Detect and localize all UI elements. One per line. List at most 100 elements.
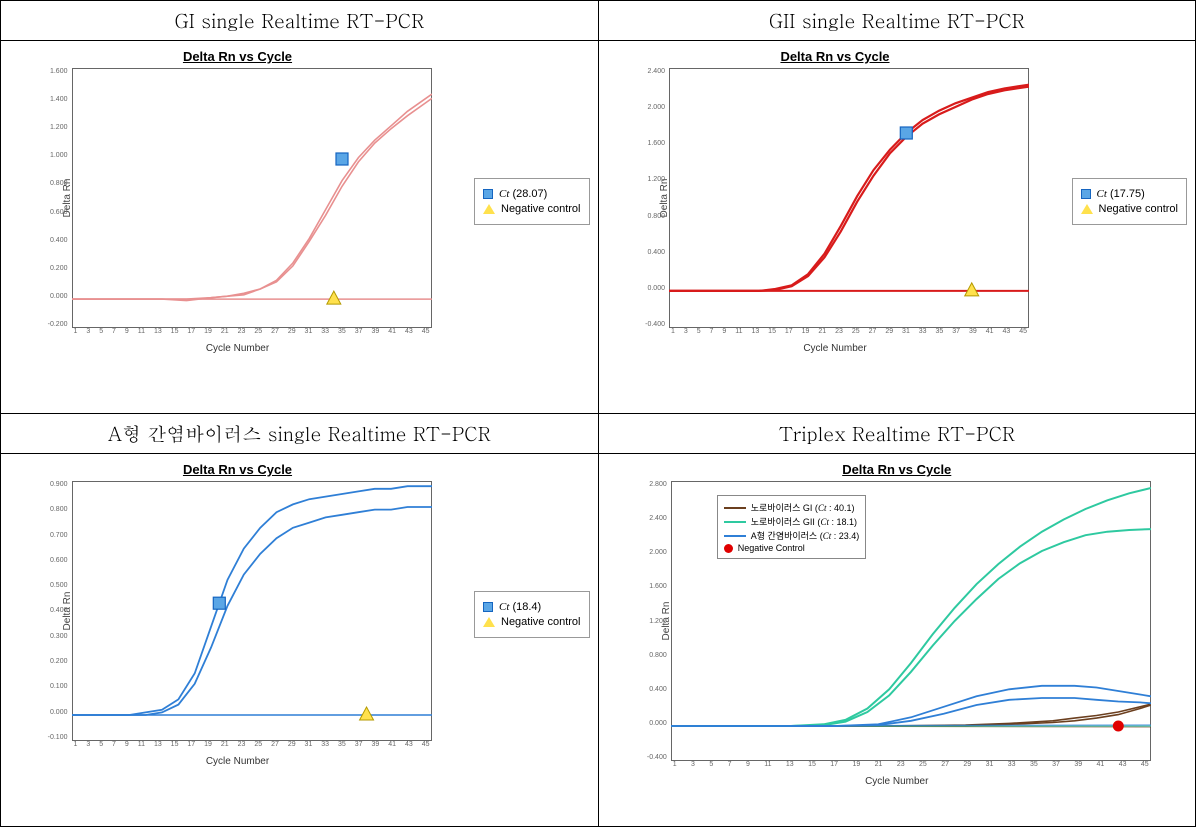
panel-title-hav: A형 간염바이러스 single Realtime RT-PCR bbox=[1, 414, 599, 454]
x-ticks: 1357911131517192123252729313335373941434… bbox=[669, 328, 1029, 335]
ytick: 0.000 bbox=[639, 285, 665, 292]
xtick: 1 bbox=[671, 328, 675, 335]
xtick: 45 bbox=[422, 328, 430, 335]
xtick: 15 bbox=[171, 741, 179, 748]
xtick: 5 bbox=[697, 328, 701, 335]
ytick: 2.000 bbox=[639, 104, 665, 111]
xtick: 17 bbox=[830, 761, 838, 768]
x-ticks: 1357911131517192123252729313335373941434… bbox=[72, 328, 432, 335]
ytick: 0.400 bbox=[42, 237, 68, 244]
chart-panel-triplex: Delta Rn vs Cycle Delta Rn 2.8002.4002.0… bbox=[607, 462, 1188, 787]
xtick: 23 bbox=[897, 761, 905, 768]
y-ticks: 2.8002.4002.0001.6001.2000.8000.4000.000… bbox=[641, 481, 667, 761]
legend-row-gi: 노로바이러스 GI (Ct : 40.1) bbox=[724, 501, 860, 514]
xtick: 21 bbox=[875, 761, 883, 768]
legend-row-gii: 노로바이러스 GII (Ct : 18.1) bbox=[724, 515, 860, 528]
xtick: 25 bbox=[254, 741, 262, 748]
xtick: 33 bbox=[321, 328, 329, 335]
xtick: 25 bbox=[919, 761, 927, 768]
ytick: 0.200 bbox=[42, 265, 68, 272]
chart-svg bbox=[669, 68, 1029, 328]
panel-title-gi: GI single Realtime RT-PCR bbox=[1, 1, 599, 41]
xtick: 41 bbox=[1097, 761, 1105, 768]
xtick: 11 bbox=[764, 761, 771, 768]
ytick: -0.100 bbox=[42, 734, 68, 741]
square-marker-icon bbox=[483, 189, 493, 199]
xtick: 35 bbox=[1030, 761, 1038, 768]
chart-svg bbox=[72, 68, 432, 328]
xtick: 35 bbox=[338, 328, 346, 335]
panel-title-triplex: Triplex Realtime RT-PCR bbox=[598, 414, 1196, 454]
xtick: 41 bbox=[986, 328, 994, 335]
xtick: 41 bbox=[388, 741, 396, 748]
xtick: 23 bbox=[238, 328, 246, 335]
ytick: 0.400 bbox=[639, 249, 665, 256]
xtick: 1 bbox=[74, 328, 78, 335]
xtick: 37 bbox=[952, 328, 960, 335]
xtick: 21 bbox=[818, 328, 826, 335]
ytick: 0.000 bbox=[42, 709, 68, 716]
ytick: 2.400 bbox=[639, 68, 665, 75]
x-ticks: 1357911131517192123252729313335373941434… bbox=[72, 741, 432, 748]
external-legend: Ct (28.07) Negative control bbox=[474, 178, 590, 225]
xtick: 21 bbox=[221, 741, 229, 748]
xtick: 3 bbox=[86, 741, 90, 748]
xtick: 17 bbox=[187, 328, 195, 335]
xtick: 11 bbox=[735, 328, 742, 335]
xtick: 33 bbox=[1008, 761, 1016, 768]
chart-title: Delta Rn vs Cycle bbox=[38, 49, 438, 64]
xtick: 31 bbox=[305, 741, 313, 748]
panel-title-gii: GII single Realtime RT-PCR bbox=[598, 1, 1196, 41]
xtick: 13 bbox=[751, 328, 759, 335]
square-marker-icon bbox=[1081, 189, 1091, 199]
xtick: 39 bbox=[371, 328, 379, 335]
xtick: 35 bbox=[338, 741, 346, 748]
xtick: 33 bbox=[919, 328, 927, 335]
x-axis-label: Cycle Number bbox=[635, 343, 1035, 354]
ytick: 0.700 bbox=[42, 532, 68, 539]
xtick: 13 bbox=[154, 741, 162, 748]
xtick: 7 bbox=[710, 328, 714, 335]
ytick: 2.000 bbox=[641, 549, 667, 556]
xtick: 43 bbox=[405, 741, 413, 748]
xtick: 9 bbox=[722, 328, 726, 335]
ytick: 0.100 bbox=[42, 683, 68, 690]
xtick: 3 bbox=[691, 761, 695, 768]
xtick: 39 bbox=[969, 328, 977, 335]
ytick: 0.600 bbox=[42, 557, 68, 564]
xtick: 11 bbox=[138, 328, 145, 335]
ytick: -0.400 bbox=[641, 754, 667, 761]
xtick: 15 bbox=[808, 761, 816, 768]
chart-panel-hav: Delta Rn vs Cycle Delta Rn 0.9000.8000.7… bbox=[9, 462, 590, 767]
xtick: 1 bbox=[673, 761, 677, 768]
xtick: 37 bbox=[355, 328, 363, 335]
ytick: 0.400 bbox=[42, 607, 68, 614]
ytick: 1.000 bbox=[42, 152, 68, 159]
xtick: 27 bbox=[941, 761, 949, 768]
xtick: 29 bbox=[288, 741, 296, 748]
ytick: 1.600 bbox=[639, 140, 665, 147]
triangle-marker-icon bbox=[483, 617, 495, 627]
xtick: 19 bbox=[802, 328, 810, 335]
xtick: 43 bbox=[1002, 328, 1010, 335]
ytick: 2.400 bbox=[641, 515, 667, 522]
ytick: 1.200 bbox=[641, 618, 667, 625]
external-legend: Ct (17.75) Negative control bbox=[1072, 178, 1188, 225]
xtick: 3 bbox=[86, 328, 90, 335]
ytick: 0.200 bbox=[42, 658, 68, 665]
xtick: 7 bbox=[728, 761, 732, 768]
ytick: -0.200 bbox=[42, 321, 68, 328]
xtick: 29 bbox=[288, 328, 296, 335]
xtick: 19 bbox=[852, 761, 860, 768]
xtick: 19 bbox=[204, 328, 212, 335]
xtick: 31 bbox=[902, 328, 910, 335]
xtick: 29 bbox=[963, 761, 971, 768]
ytick: 2.800 bbox=[641, 481, 667, 488]
legend-neg: Negative control bbox=[483, 616, 581, 628]
legend-row-neg: Negative Control bbox=[724, 543, 860, 553]
xtick: 35 bbox=[936, 328, 944, 335]
xtick: 27 bbox=[271, 741, 279, 748]
triangle-marker-icon bbox=[1081, 204, 1093, 214]
x-axis-label: Cycle Number bbox=[38, 756, 438, 767]
xtick: 23 bbox=[835, 328, 843, 335]
